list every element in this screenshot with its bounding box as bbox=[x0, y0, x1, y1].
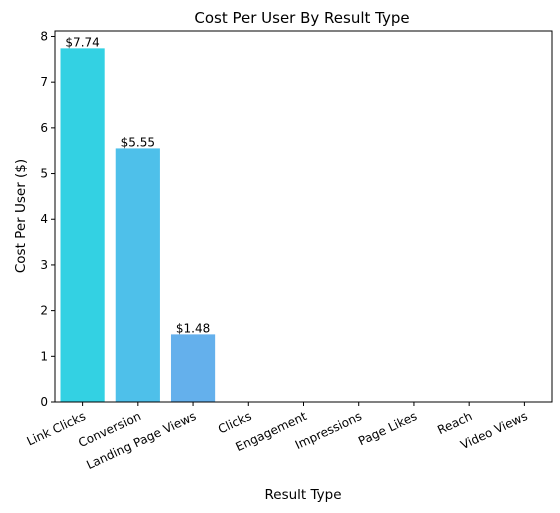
y-tick-label-3: 3 bbox=[40, 258, 48, 272]
x-axis-label: Result Type bbox=[264, 487, 341, 503]
x-tick-label-3: Clicks bbox=[216, 409, 254, 436]
bar-1 bbox=[115, 148, 160, 402]
y-tick-label-2: 2 bbox=[40, 304, 48, 318]
y-tick-label-7: 7 bbox=[40, 75, 48, 89]
x-tick-label-6: Page Likes bbox=[356, 409, 419, 448]
data-label-2: $1.48 bbox=[176, 321, 210, 335]
y-tick-label-4: 4 bbox=[40, 212, 48, 226]
chart-title: Cost Per User By Result Type bbox=[194, 9, 409, 27]
y-tick-label-8: 8 bbox=[40, 29, 48, 43]
y-tick-label-1: 1 bbox=[40, 349, 48, 363]
y-tick-label-6: 6 bbox=[40, 121, 48, 135]
data-label-1: $5.55 bbox=[121, 135, 155, 149]
y-axis-label: Cost Per User ($) bbox=[13, 159, 29, 273]
y-tick-label-0: 0 bbox=[40, 395, 48, 409]
x-tick-label-7: Reach bbox=[435, 409, 474, 437]
plot-frame bbox=[54, 30, 553, 403]
bar-2 bbox=[170, 334, 216, 402]
data-labels-group: $7.74 $5.55 $1.48 bbox=[65, 35, 210, 335]
data-label-0: $7.74 bbox=[65, 35, 99, 49]
bars-group bbox=[60, 48, 216, 403]
y-tick-label-5: 5 bbox=[40, 167, 48, 181]
y-axis: 0 1 2 3 4 5 6 7 8 bbox=[40, 29, 55, 409]
bar-0 bbox=[60, 48, 105, 403]
